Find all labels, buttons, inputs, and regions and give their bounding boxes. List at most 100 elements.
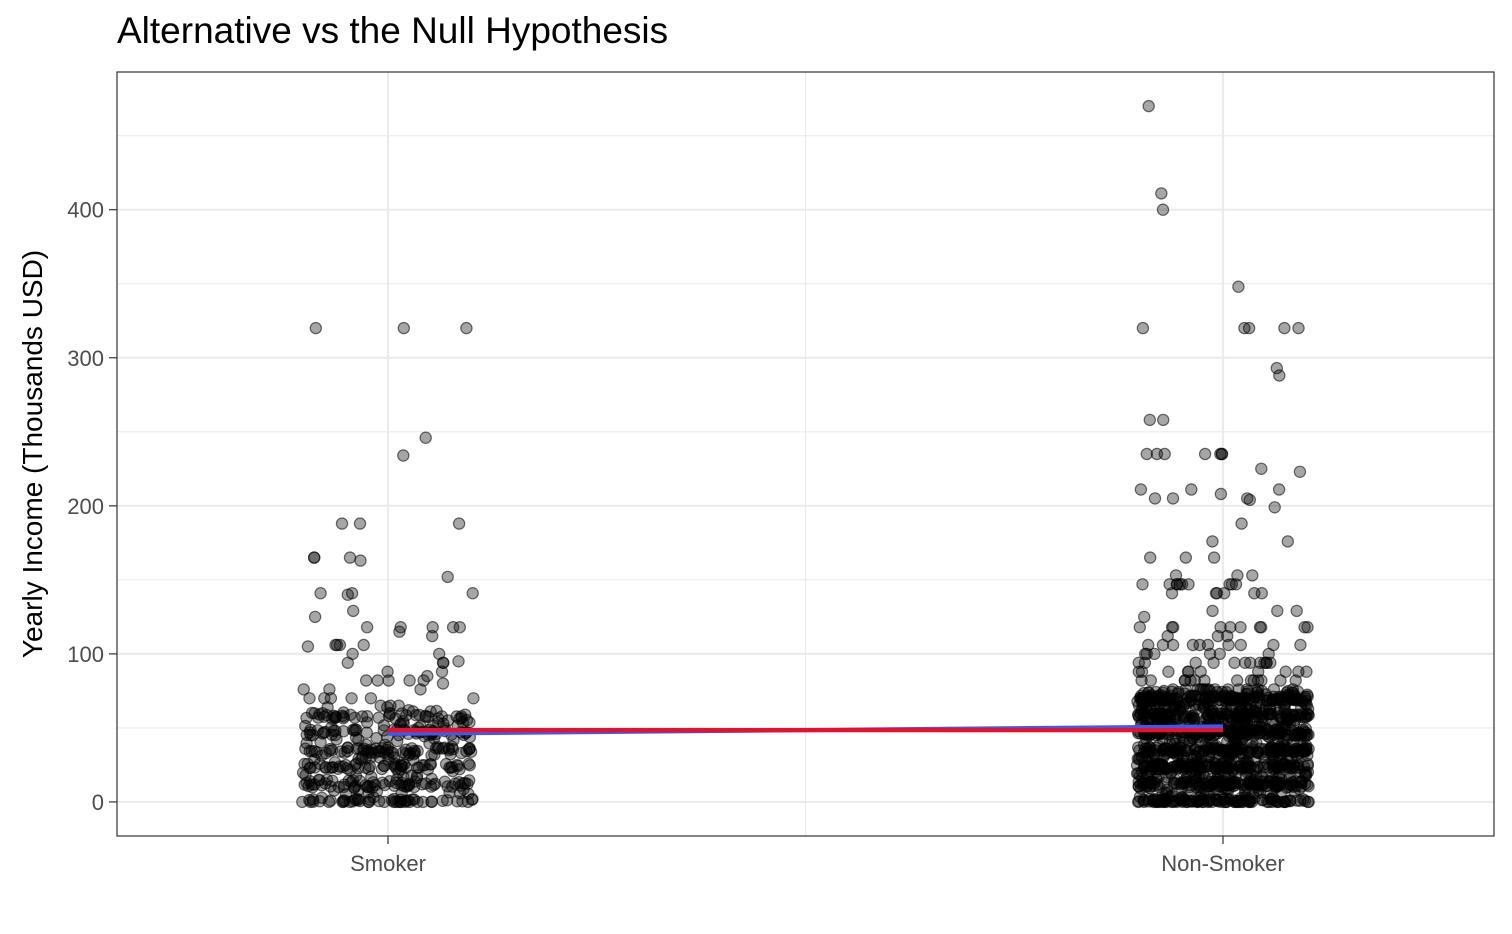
data-point [357, 638, 370, 652]
data-point [1183, 778, 1196, 792]
data-point [354, 554, 367, 567]
data-point [1184, 709, 1198, 723]
data-point [1138, 647, 1152, 661]
data-point [1286, 693, 1299, 706]
data-point [397, 449, 410, 462]
data-point [1141, 750, 1154, 763]
data-point [362, 795, 375, 809]
data-point [403, 674, 416, 687]
data-point [441, 570, 454, 584]
data-point [424, 780, 438, 793]
data-point [425, 795, 438, 809]
data-point [1177, 763, 1190, 776]
data-point [369, 746, 382, 759]
data-point [395, 759, 408, 773]
data-point [1213, 647, 1227, 661]
data-point [1278, 321, 1291, 335]
data-point [1166, 760, 1180, 774]
data-point [1171, 750, 1184, 763]
data-point [1292, 321, 1305, 335]
data-point [397, 715, 410, 728]
data-point [402, 704, 415, 717]
data-point [314, 736, 327, 749]
data-point [391, 734, 404, 748]
data-point [1241, 781, 1254, 794]
data-point [1272, 483, 1286, 496]
data-point [436, 656, 450, 670]
data-point [388, 779, 401, 793]
data-point [419, 431, 432, 444]
data-point [1230, 708, 1244, 722]
data-point [1165, 587, 1179, 600]
data-point [1152, 795, 1165, 809]
data-point [1228, 778, 1242, 792]
data-point [1253, 727, 1266, 740]
data-point [394, 793, 407, 806]
data-point [377, 759, 391, 773]
data-point [1235, 517, 1248, 530]
data-point [384, 745, 397, 759]
data-point [1135, 674, 1148, 687]
data-point [315, 779, 328, 792]
data-point [421, 763, 435, 776]
data-point [1141, 703, 1155, 717]
data-point [1274, 773, 1288, 786]
data-point [347, 604, 360, 618]
data-point [1143, 551, 1157, 564]
data-point [463, 743, 476, 756]
data-point [1204, 701, 1217, 714]
data-point [303, 726, 316, 739]
data-point [1224, 689, 1237, 703]
data-point [1154, 688, 1167, 702]
data-point [303, 745, 316, 758]
data-point [356, 710, 369, 723]
data-point [342, 774, 355, 787]
data-point [453, 621, 466, 634]
data-point [334, 745, 348, 758]
data-point [1255, 462, 1268, 475]
data-point [394, 621, 407, 634]
data-point [1210, 587, 1224, 600]
data-point [343, 795, 356, 809]
data-point [442, 742, 456, 755]
data-point [1290, 604, 1303, 618]
data-point [1229, 769, 1242, 783]
data-point [1266, 742, 1279, 756]
data-point [413, 708, 426, 722]
data-point [378, 778, 391, 792]
data-point [1179, 551, 1193, 564]
data-point [1144, 674, 1158, 687]
data-point [296, 766, 310, 780]
data-point [407, 753, 420, 766]
data-point [308, 707, 321, 720]
data-point [400, 780, 413, 794]
data-point [1301, 621, 1314, 634]
y-tick-label: 0 [92, 790, 104, 815]
data-point [1230, 674, 1244, 687]
data-point [1268, 501, 1281, 514]
data-point [320, 708, 333, 722]
data-point [1297, 742, 1310, 756]
data-point [1193, 638, 1206, 652]
data-point [333, 638, 347, 652]
y-axis-title: Yearly Income (Thousands USD) [17, 250, 48, 658]
data-point [352, 742, 366, 755]
data-point [459, 708, 472, 721]
data-point [1135, 665, 1149, 678]
data-point [436, 677, 450, 690]
data-point [352, 752, 365, 765]
data-point [1225, 578, 1239, 591]
data-point [1156, 413, 1170, 427]
data-point [402, 748, 416, 762]
data-point [1143, 413, 1157, 427]
data-point [1148, 492, 1162, 505]
data-point [1253, 696, 1266, 710]
data-point [446, 621, 460, 634]
data-point [1253, 621, 1267, 634]
data-point [1166, 492, 1180, 505]
data-point [1207, 656, 1220, 670]
data-point [1138, 761, 1151, 774]
data-point [446, 764, 459, 778]
data-point [1248, 587, 1261, 600]
data-point [335, 517, 349, 530]
